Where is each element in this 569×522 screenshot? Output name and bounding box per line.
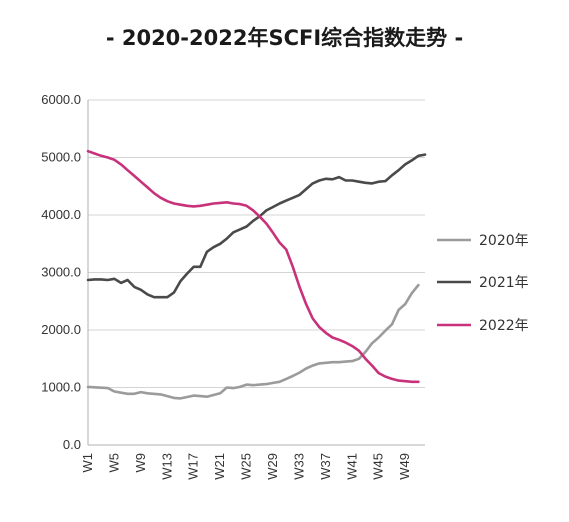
y-tick-label: 1000.0 <box>41 380 81 395</box>
series-line-1 <box>86 283 420 400</box>
y-tick-label: 3000.0 <box>41 265 81 280</box>
gridlines <box>88 99 425 446</box>
x-tick-label: W5 <box>106 453 121 473</box>
x-tick-label: W41 <box>344 453 359 480</box>
y-tick-label: 0.0 <box>63 437 81 452</box>
x-tick-label: W17 <box>186 453 201 480</box>
x-tick-label: W25 <box>239 453 254 480</box>
legend: 2020年 2021年 2022年 <box>437 233 529 334</box>
y-tick-label: 6000.0 <box>41 92 81 107</box>
x-tick-label: W37 <box>318 453 333 480</box>
series-line-2 <box>86 153 427 299</box>
x-tick-label: W49 <box>397 453 412 480</box>
x-tick-label: W29 <box>265 453 280 480</box>
x-tick-label: W21 <box>212 453 227 480</box>
chart-title: - 2020-2022年SCFI综合指数走势 - <box>105 26 464 50</box>
x-tick-label: W1 <box>80 453 95 473</box>
series-lines <box>86 149 427 400</box>
y-tick-label: 5000.0 <box>41 150 81 165</box>
x-tick-label: W45 <box>371 453 386 480</box>
legend-label: 2021年 <box>479 275 529 291</box>
y-tick-label: 4000.0 <box>41 207 81 222</box>
axes: 0.0 1000.0 2000.0 3000.0 4000.0 5000.0 6000.0 W… <box>41 92 412 480</box>
x-tick-label: W13 <box>159 453 174 480</box>
legend-label: 2020年 <box>479 233 529 249</box>
x-tick-label: W33 <box>291 453 306 480</box>
y-tick-label: 2000.0 <box>41 322 81 337</box>
series-line-3 <box>86 149 420 384</box>
legend-label: 2022年 <box>479 318 529 334</box>
x-tick-label: W9 <box>133 453 148 473</box>
